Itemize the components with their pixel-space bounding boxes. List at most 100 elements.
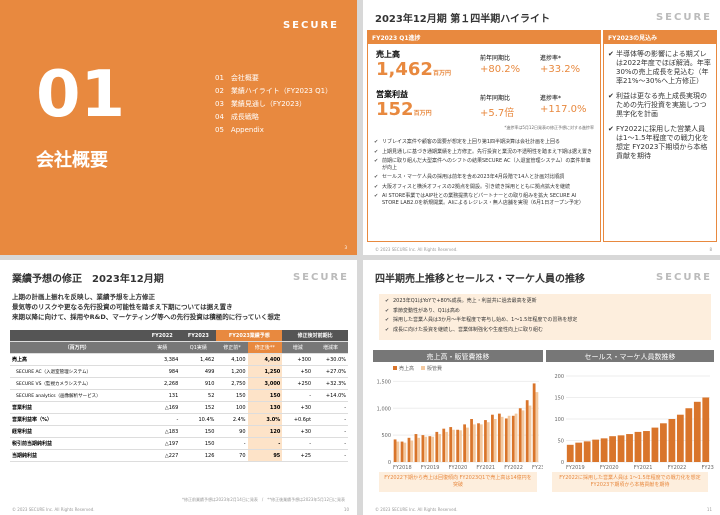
lead-line: 上期の計画上振れを反映し、業績予想を上方修正 — [12, 293, 155, 301]
section-title: 会社概要 — [36, 150, 108, 171]
x-tick-label: FY23 — [532, 465, 543, 471]
bar — [535, 392, 539, 462]
table-cell: 499 — [180, 365, 217, 378]
chart-header-bg — [546, 350, 714, 362]
table-cell: 95 — [247, 449, 283, 462]
table-cell: 10.4% — [180, 413, 217, 426]
header-cell: 修正後対前期比 — [282, 330, 348, 342]
logo: SECURE — [655, 272, 712, 283]
table-row: 営業利益 △169 152 100 130 +30- — [10, 401, 348, 414]
header-cell — [10, 330, 145, 342]
slide-title: 2023年12月期 第１四半期ハイライト — [375, 14, 551, 25]
table-row: SECURE analytics（画像解析サービス） 131 52 150 150- +1… — [10, 389, 348, 402]
table-cell: 131 — [144, 389, 181, 402]
box-header: FY2023 Q1進捗 — [368, 31, 600, 44]
note: *修正前業績予想は2023年2月14日に発表 / **修正後業績予想は2023年… — [182, 497, 345, 502]
slide-highlight: 2023年12月期 第１四半期ハイライト SECURE FY2023 Q1進捗 … — [363, 0, 720, 255]
caption: FY2022に採用した営業人員は 1〜1.5年程度での戦力化を想定 FY2023… — [552, 472, 708, 492]
x-tick-label: FY2021 — [476, 465, 495, 471]
table-cell: SECURE AC（入退室管理システム） — [10, 365, 145, 378]
x-tick-label: FY2019 — [421, 465, 440, 471]
slide-forecast: 業績予想の修正 2023年12月期 SECURE 上期の計画上振れを反映し、業績… — [0, 260, 357, 515]
x-tick-label: FY2019 — [566, 465, 585, 471]
page-number: 8 — [709, 247, 712, 252]
bullet: リブレイス案件や顧客の需要が想定を上回り第1四半期決算は会社計画を上回る — [374, 139, 592, 146]
table-row: SECURE VS（監視カメラシステム） 2,268 910 2,750 3,000 +2… — [10, 377, 348, 390]
table-cell: 2,750 — [216, 377, 248, 390]
header-row: FY2022 FY2023 FY2023業績予想 修正後対前期比 — [10, 330, 348, 342]
table-cell: +300 — [282, 353, 314, 366]
table-cell: +250 — [282, 377, 314, 390]
unit: 百万円 — [413, 110, 432, 117]
bar — [452, 429, 455, 462]
agenda: 01 会社概要 02 業績ハイライト（FY2023 Q1） 03 業績見通し（FY2… — [215, 72, 332, 137]
bullet: AI STORE事業ではAIP社との業務提携などパートナーとの取り組みを拡大 S… — [374, 193, 592, 206]
x-tick-label: FY2020 — [449, 465, 468, 471]
bar — [609, 436, 616, 462]
table-cell: - — [313, 449, 348, 462]
bar — [407, 437, 411, 462]
header-cell: 修正後** — [247, 341, 283, 354]
bar — [421, 435, 425, 462]
header-cell: 実績 — [144, 341, 181, 354]
bar — [575, 442, 583, 462]
table-cell: 130 — [247, 401, 283, 414]
table-cell: - — [282, 437, 314, 450]
bar — [626, 434, 633, 462]
table-cell: 150 — [180, 425, 217, 438]
bar — [424, 436, 428, 462]
bar — [592, 439, 600, 462]
page-number: 3 — [344, 245, 347, 250]
big-number: 152百万円 — [376, 99, 432, 120]
footer: © 2023 SECURE Inc. All Rights Reserved. — [12, 507, 95, 512]
bar — [617, 435, 625, 462]
slide-title: 四半期売上推移とセールス・マーケ人員の推移 — [375, 274, 585, 285]
y-tick-label: 1,000 — [377, 406, 391, 412]
bar — [486, 422, 490, 462]
bar — [504, 418, 508, 462]
summary: 2023年Q1はYoYで+80%成長。売上・利益共に過去最高を更新季節変動性があ… — [379, 294, 711, 340]
table-cell: +25 — [282, 449, 314, 462]
bar — [463, 424, 466, 462]
header-cell: FY2023業績予想 — [216, 330, 283, 342]
caption-wrap: FY2022下期から売上は回復傾向 FY2023Q1で売上高は14億円を突破 — [379, 472, 537, 492]
table-cell: 150 — [216, 389, 248, 402]
table-cell: 営業利益 — [10, 401, 145, 414]
bar — [676, 414, 684, 462]
header-cell: 増減率 — [313, 341, 348, 354]
note: *進捗率は5月12日発表の修正予想に対する進捗率 — [504, 125, 594, 130]
header-cell: FY2023 — [180, 330, 217, 342]
bar — [403, 442, 407, 462]
bar — [459, 430, 462, 462]
header-cell: Q1実績 — [180, 341, 217, 354]
header-cell: FY2022 — [144, 330, 181, 342]
table-cell: 税引前当期純利益 — [10, 437, 145, 450]
bar — [600, 438, 608, 462]
chart-title: 売上高・販管費推移 — [427, 352, 490, 361]
table-cell: 経常利益 — [10, 425, 145, 438]
logo: SECURE — [655, 12, 712, 23]
bar — [518, 408, 522, 462]
bar — [528, 405, 532, 462]
logo: SECURE — [282, 20, 339, 31]
x-tick-label: FY2022 — [504, 465, 523, 471]
footer: © 2023 SECURE Inc. All Rights Reserved. — [375, 247, 458, 252]
table-cell: 3,384 — [144, 353, 181, 366]
big-number: 1,462百万円 — [376, 59, 451, 80]
agenda-item: 05 Appendix — [215, 126, 264, 134]
bar — [491, 414, 494, 462]
table-row: SECURE AC（入退室管理システム） 984 499 1,200 1,250 +50 +… — [10, 365, 348, 378]
value: 1,462 — [376, 59, 433, 80]
table-cell: 152 — [180, 401, 217, 414]
table-cell: 1,250 — [247, 365, 283, 378]
chart-title: セールス・マーケ人員数推移 — [585, 352, 676, 361]
subheader-row: （百万円） 実績 Q1実績 修正前* 修正後** 増減 増減率 — [10, 341, 348, 354]
table-row: 当期純利益 △227 126 70 95 +25- — [10, 449, 348, 462]
lead-line: 来期以降に向けて、採用やR&D、マーケティング等への先行投資は積極的に行っていく… — [12, 313, 281, 321]
value: +80.2% — [480, 64, 521, 75]
value: +5.7倍 — [480, 108, 515, 119]
table-cell: 3.0% — [247, 413, 283, 426]
y-tick-label: 1,500 — [377, 379, 391, 385]
table-cell: 90 — [216, 425, 248, 438]
table-wrap: FY2022 FY2023 FY2023業績予想 修正後対前期比 （百万円） 実績 Q1実績… — [10, 330, 348, 462]
